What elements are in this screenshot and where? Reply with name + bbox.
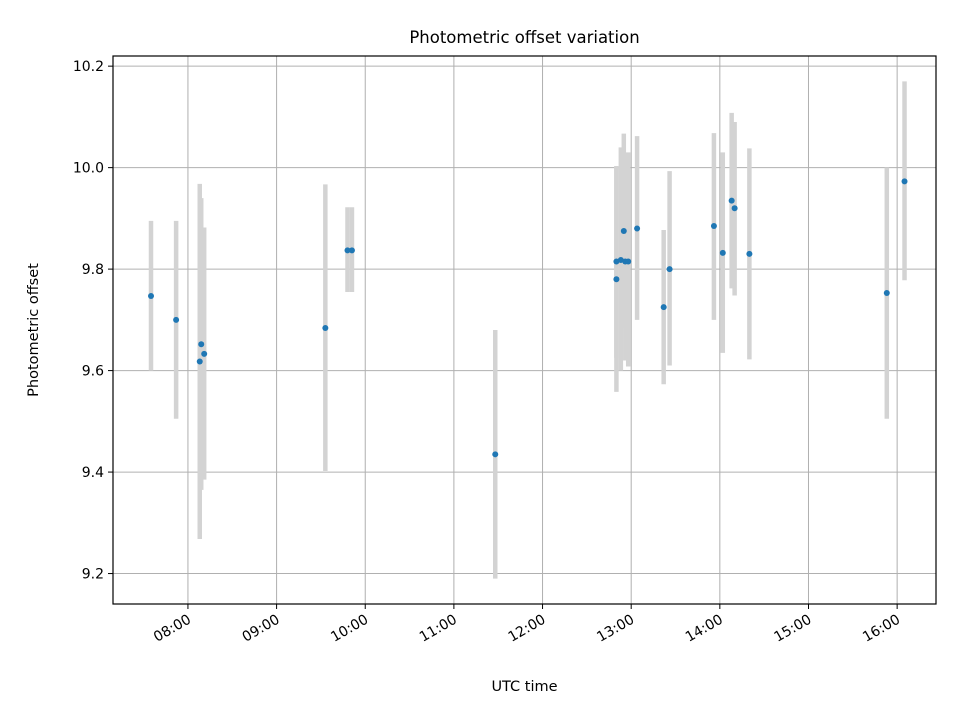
x-axis-label: UTC time bbox=[491, 679, 557, 695]
plot-frame bbox=[112, 55, 937, 605]
data-point bbox=[492, 451, 499, 458]
data-point bbox=[173, 316, 180, 323]
data-point bbox=[728, 197, 735, 204]
y-axis-label: Photometric offset bbox=[26, 263, 42, 397]
data-point bbox=[625, 258, 632, 265]
y-tick-label: 9.6 bbox=[82, 364, 104, 380]
data-point bbox=[620, 228, 627, 235]
y-tick-label: 10.2 bbox=[73, 59, 104, 75]
data-point bbox=[746, 250, 753, 257]
y-axis: 9.2 9.4 9.6 9.8 10.0 10.2 bbox=[73, 59, 113, 583]
data-point bbox=[344, 247, 351, 254]
data-point bbox=[201, 350, 208, 357]
grid bbox=[113, 56, 936, 604]
data-point bbox=[883, 289, 890, 296]
data-point bbox=[322, 324, 329, 331]
y-tick-label: 9.2 bbox=[82, 567, 104, 583]
data-point bbox=[660, 304, 667, 311]
y-tick-label: 9.4 bbox=[82, 465, 104, 481]
data-points bbox=[148, 178, 908, 458]
data-point bbox=[901, 178, 908, 185]
data-point bbox=[198, 341, 205, 348]
data-point bbox=[348, 247, 355, 254]
data-point bbox=[719, 249, 726, 256]
y-tick-label: 10.0 bbox=[73, 161, 104, 177]
data-point bbox=[731, 205, 738, 212]
data-point bbox=[666, 266, 673, 273]
data-point bbox=[148, 293, 154, 300]
data-point bbox=[634, 225, 641, 232]
data-point bbox=[196, 358, 203, 365]
data-point bbox=[613, 276, 620, 283]
data-point bbox=[710, 222, 717, 229]
y-tick-label: 9.8 bbox=[82, 262, 104, 278]
chart-title: Photometric offset variation bbox=[409, 28, 639, 47]
